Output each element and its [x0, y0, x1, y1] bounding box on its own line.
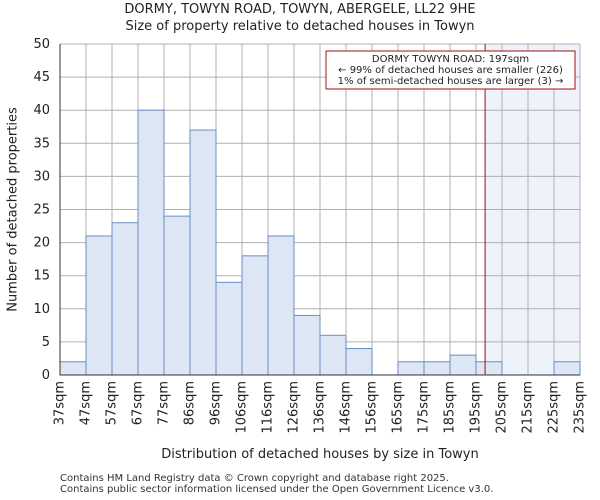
histogram-bar: [241, 255, 269, 376]
y-tick-label: 5: [42, 335, 50, 350]
y-axis-title: Number of detached properties: [6, 107, 21, 312]
histogram-bar: [85, 235, 113, 376]
histogram-bar: [345, 348, 373, 376]
chart-subtitle: Size of property relative to detached ho…: [125, 19, 475, 34]
x-tick-label: 106sqm: [235, 381, 250, 434]
y-tick-label: 30: [33, 169, 50, 184]
histogram-bar: [319, 334, 347, 376]
y-tick-label: 50: [33, 37, 50, 52]
y-tick-label: 20: [33, 236, 50, 251]
x-axis-title: Distribution of detached houses by size …: [161, 447, 478, 462]
x-tick-label: 175sqm: [417, 381, 432, 434]
x-tick-label: 225sqm: [547, 381, 562, 434]
y-tick-label: 15: [33, 269, 50, 284]
x-tick-label: 195sqm: [469, 381, 484, 434]
histogram-bar: [553, 361, 581, 376]
y-tick-label: 45: [33, 70, 50, 85]
x-tick-label: 57sqm: [105, 381, 120, 425]
y-tick-label: 0: [42, 368, 50, 383]
x-tick-label: 126sqm: [287, 381, 302, 434]
annotation-larger: 1% of semi-detached houses are larger (3…: [338, 76, 564, 87]
histogram-bar: [111, 222, 139, 376]
x-tick-label: 156sqm: [365, 381, 380, 434]
x-tick-label: 136sqm: [313, 381, 328, 434]
histogram-bar: [59, 361, 87, 376]
x-tick-label: 96sqm: [209, 381, 224, 425]
x-tick-label: 235sqm: [573, 381, 588, 434]
x-tick-label: 185sqm: [443, 381, 458, 434]
histogram-bar: [423, 361, 451, 376]
histogram-bar: [189, 129, 217, 376]
histogram-bar: [215, 281, 243, 376]
x-tick-label: 215sqm: [521, 381, 536, 434]
histogram-bar: [475, 361, 503, 376]
chart-title: DORMY, TOWYN ROAD, TOWYN, ABERGELE, LL22…: [124, 2, 476, 17]
x-tick-label: 146sqm: [339, 381, 354, 434]
histogram-bar: [449, 354, 477, 376]
histogram-bar: [397, 361, 425, 376]
histogram-bar: [267, 235, 295, 376]
annotation-smaller: ← 99% of detached houses are smaller (22…: [338, 65, 563, 76]
x-tick-label: 77sqm: [157, 381, 172, 425]
histogram-bar: [137, 109, 165, 376]
x-tick-label: 37sqm: [53, 381, 68, 425]
footer-line-2: Contains public sector information licen…: [60, 484, 494, 495]
annotation-title: DORMY TOWYN ROAD: 197sqm: [372, 54, 529, 65]
histogram-bar: [293, 314, 321, 376]
y-tick-label: 40: [33, 103, 50, 118]
x-tick-label: 205sqm: [495, 381, 510, 434]
x-tick-label: 67sqm: [131, 381, 146, 425]
y-tick-label: 35: [33, 136, 50, 151]
y-tick-label: 25: [33, 203, 50, 218]
annotation-box: [325, 50, 576, 90]
y-tick-label: 10: [33, 302, 50, 317]
histogram-bar: [163, 215, 191, 376]
x-tick-label: 86sqm: [183, 381, 198, 425]
x-tick-label: 116sqm: [261, 381, 276, 434]
footer-line-1: Contains HM Land Registry data © Crown c…: [60, 473, 449, 484]
x-tick-label: 165sqm: [391, 381, 406, 434]
x-tick-label: 47sqm: [79, 381, 94, 425]
